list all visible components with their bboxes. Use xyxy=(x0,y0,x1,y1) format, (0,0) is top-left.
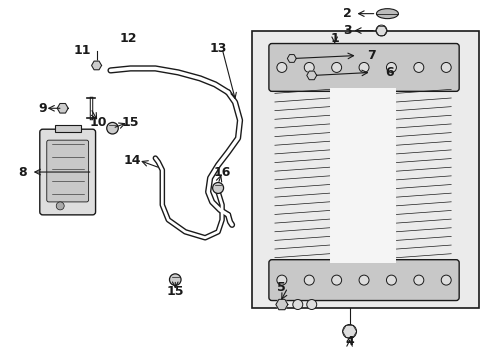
Polygon shape xyxy=(306,71,316,80)
Text: 14: 14 xyxy=(123,154,141,167)
Circle shape xyxy=(331,275,341,285)
Circle shape xyxy=(276,275,286,285)
FancyBboxPatch shape xyxy=(40,129,95,215)
Bar xyxy=(329,88,396,263)
Circle shape xyxy=(440,275,450,285)
Circle shape xyxy=(292,300,302,310)
Circle shape xyxy=(56,202,64,210)
Text: 2: 2 xyxy=(343,7,351,20)
Polygon shape xyxy=(91,61,102,70)
Text: 15: 15 xyxy=(166,285,183,298)
Circle shape xyxy=(106,122,118,134)
Circle shape xyxy=(331,62,341,72)
Bar xyxy=(251,31,478,307)
Circle shape xyxy=(169,274,181,285)
Circle shape xyxy=(375,25,386,36)
Text: 7: 7 xyxy=(366,49,375,62)
FancyBboxPatch shape xyxy=(47,140,88,202)
Text: 3: 3 xyxy=(343,24,351,37)
Polygon shape xyxy=(57,104,68,113)
Text: 15: 15 xyxy=(122,116,139,129)
Text: 1: 1 xyxy=(329,32,338,45)
Text: 4: 4 xyxy=(345,335,353,348)
Circle shape xyxy=(358,275,368,285)
Circle shape xyxy=(358,62,368,72)
Circle shape xyxy=(342,324,356,338)
Circle shape xyxy=(440,62,450,72)
Bar xyxy=(55,125,81,132)
Circle shape xyxy=(212,183,223,193)
Text: 11: 11 xyxy=(74,44,91,57)
Circle shape xyxy=(304,62,314,72)
Circle shape xyxy=(413,275,423,285)
Text: 9: 9 xyxy=(39,102,47,115)
FancyBboxPatch shape xyxy=(268,260,458,301)
Text: 5: 5 xyxy=(277,281,285,294)
Text: 12: 12 xyxy=(120,32,137,45)
Circle shape xyxy=(304,275,314,285)
Polygon shape xyxy=(287,55,296,62)
Ellipse shape xyxy=(376,9,398,19)
Polygon shape xyxy=(275,300,287,310)
Text: 10: 10 xyxy=(90,116,107,129)
Circle shape xyxy=(386,62,396,72)
Circle shape xyxy=(276,62,286,72)
Circle shape xyxy=(306,300,316,310)
FancyBboxPatch shape xyxy=(268,44,458,91)
Text: 6: 6 xyxy=(385,66,393,79)
Circle shape xyxy=(413,62,423,72)
Text: 13: 13 xyxy=(209,42,226,55)
Circle shape xyxy=(386,275,396,285)
Text: 8: 8 xyxy=(19,166,27,179)
Text: 16: 16 xyxy=(213,166,230,179)
